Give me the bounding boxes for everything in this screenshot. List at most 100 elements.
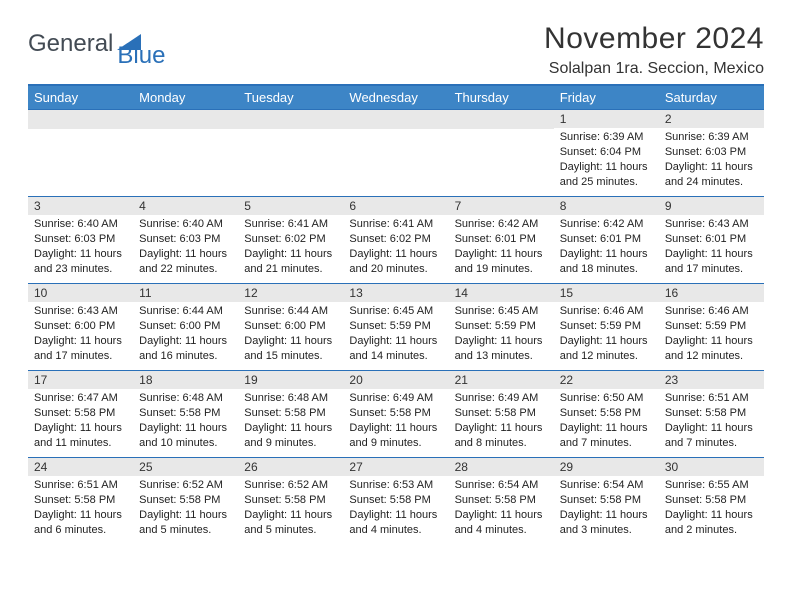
- weekday-cell: Wednesday: [343, 86, 448, 109]
- day-cell: [133, 110, 238, 196]
- sunset-line: Sunset: 5:58 PM: [665, 493, 758, 508]
- day-details: Sunrise: 6:54 AMSunset: 5:58 PMDaylight:…: [449, 476, 554, 541]
- daylight-line: Daylight: 11 hours and 12 minutes.: [665, 334, 758, 364]
- day-details: Sunrise: 6:44 AMSunset: 6:00 PMDaylight:…: [133, 302, 238, 367]
- day-cell: 19Sunrise: 6:48 AMSunset: 5:58 PMDayligh…: [238, 371, 343, 457]
- day-number: 1: [554, 110, 659, 128]
- daylight-line: Daylight: 11 hours and 11 minutes.: [34, 421, 127, 451]
- day-details: Sunrise: 6:41 AMSunset: 6:02 PMDaylight:…: [238, 215, 343, 280]
- sunset-line: Sunset: 5:58 PM: [560, 493, 653, 508]
- sunset-line: Sunset: 5:58 PM: [455, 493, 548, 508]
- daylight-line: Daylight: 11 hours and 3 minutes.: [560, 508, 653, 538]
- daylight-line: Daylight: 11 hours and 6 minutes.: [34, 508, 127, 538]
- day-number: 21: [449, 371, 554, 389]
- sunrise-line: Sunrise: 6:43 AM: [665, 217, 758, 232]
- day-number: 22: [554, 371, 659, 389]
- day-details: Sunrise: 6:39 AMSunset: 6:03 PMDaylight:…: [659, 128, 764, 193]
- sunset-line: Sunset: 5:58 PM: [139, 406, 232, 421]
- sunrise-line: Sunrise: 6:45 AM: [349, 304, 442, 319]
- day-details: Sunrise: 6:47 AMSunset: 5:58 PMDaylight:…: [28, 389, 133, 454]
- sunrise-line: Sunrise: 6:40 AM: [34, 217, 127, 232]
- day-details: Sunrise: 6:39 AMSunset: 6:04 PMDaylight:…: [554, 128, 659, 193]
- daylight-line: Daylight: 11 hours and 4 minutes.: [349, 508, 442, 538]
- sunset-line: Sunset: 5:58 PM: [244, 493, 337, 508]
- sunset-line: Sunset: 6:02 PM: [244, 232, 337, 247]
- week-row: 10Sunrise: 6:43 AMSunset: 6:00 PMDayligh…: [28, 283, 764, 370]
- sunset-line: Sunset: 6:02 PM: [349, 232, 442, 247]
- sunset-line: Sunset: 6:03 PM: [139, 232, 232, 247]
- day-cell: 25Sunrise: 6:52 AMSunset: 5:58 PMDayligh…: [133, 458, 238, 544]
- daylight-line: Daylight: 11 hours and 23 minutes.: [34, 247, 127, 277]
- day-details: Sunrise: 6:41 AMSunset: 6:02 PMDaylight:…: [343, 215, 448, 280]
- sunset-line: Sunset: 6:01 PM: [455, 232, 548, 247]
- day-cell: 27Sunrise: 6:53 AMSunset: 5:58 PMDayligh…: [343, 458, 448, 544]
- sunset-line: Sunset: 6:04 PM: [560, 145, 653, 160]
- sunrise-line: Sunrise: 6:51 AM: [34, 478, 127, 493]
- day-details: Sunrise: 6:43 AMSunset: 6:00 PMDaylight:…: [28, 302, 133, 367]
- day-details: Sunrise: 6:46 AMSunset: 5:59 PMDaylight:…: [659, 302, 764, 367]
- day-cell: 30Sunrise: 6:55 AMSunset: 5:58 PMDayligh…: [659, 458, 764, 544]
- day-cell: [449, 110, 554, 196]
- day-cell: 8Sunrise: 6:42 AMSunset: 6:01 PMDaylight…: [554, 197, 659, 283]
- sunset-line: Sunset: 5:58 PM: [560, 406, 653, 421]
- sunrise-line: Sunrise: 6:49 AM: [349, 391, 442, 406]
- day-cell: 11Sunrise: 6:44 AMSunset: 6:00 PMDayligh…: [133, 284, 238, 370]
- day-cell: 21Sunrise: 6:49 AMSunset: 5:58 PMDayligh…: [449, 371, 554, 457]
- day-cell: 29Sunrise: 6:54 AMSunset: 5:58 PMDayligh…: [554, 458, 659, 544]
- day-cell: 28Sunrise: 6:54 AMSunset: 5:58 PMDayligh…: [449, 458, 554, 544]
- day-details: Sunrise: 6:49 AMSunset: 5:58 PMDaylight:…: [343, 389, 448, 454]
- day-cell: 15Sunrise: 6:46 AMSunset: 5:59 PMDayligh…: [554, 284, 659, 370]
- empty-day-bar: [238, 110, 343, 129]
- sunrise-line: Sunrise: 6:50 AM: [560, 391, 653, 406]
- sunset-line: Sunset: 6:03 PM: [665, 145, 758, 160]
- month-title: November 2024: [544, 22, 764, 56]
- week-row: 24Sunrise: 6:51 AMSunset: 5:58 PMDayligh…: [28, 457, 764, 544]
- daylight-line: Daylight: 11 hours and 7 minutes.: [560, 421, 653, 451]
- day-number: 16: [659, 284, 764, 302]
- sunrise-line: Sunrise: 6:42 AM: [560, 217, 653, 232]
- day-details: Sunrise: 6:51 AMSunset: 5:58 PMDaylight:…: [28, 476, 133, 541]
- day-details: Sunrise: 6:55 AMSunset: 5:58 PMDaylight:…: [659, 476, 764, 541]
- day-cell: 24Sunrise: 6:51 AMSunset: 5:58 PMDayligh…: [28, 458, 133, 544]
- sunrise-line: Sunrise: 6:47 AM: [34, 391, 127, 406]
- daylight-line: Daylight: 11 hours and 7 minutes.: [665, 421, 758, 451]
- day-number: 25: [133, 458, 238, 476]
- day-number: 23: [659, 371, 764, 389]
- sunrise-line: Sunrise: 6:45 AM: [455, 304, 548, 319]
- day-details: Sunrise: 6:40 AMSunset: 6:03 PMDaylight:…: [133, 215, 238, 280]
- sunrise-line: Sunrise: 6:52 AM: [244, 478, 337, 493]
- daylight-line: Daylight: 11 hours and 18 minutes.: [560, 247, 653, 277]
- day-details: Sunrise: 6:44 AMSunset: 6:00 PMDaylight:…: [238, 302, 343, 367]
- day-number: 26: [238, 458, 343, 476]
- day-details: Sunrise: 6:50 AMSunset: 5:58 PMDaylight:…: [554, 389, 659, 454]
- daylight-line: Daylight: 11 hours and 12 minutes.: [560, 334, 653, 364]
- day-number: 28: [449, 458, 554, 476]
- day-number: 19: [238, 371, 343, 389]
- day-cell: 2Sunrise: 6:39 AMSunset: 6:03 PMDaylight…: [659, 110, 764, 196]
- sunrise-line: Sunrise: 6:46 AM: [665, 304, 758, 319]
- weekday-cell: Thursday: [449, 86, 554, 109]
- daylight-line: Daylight: 11 hours and 21 minutes.: [244, 247, 337, 277]
- week-row: 1Sunrise: 6:39 AMSunset: 6:04 PMDaylight…: [28, 109, 764, 196]
- sunrise-line: Sunrise: 6:48 AM: [139, 391, 232, 406]
- title-block: November 2024 Solalpan 1ra. Seccion, Mex…: [544, 22, 764, 78]
- day-number: 11: [133, 284, 238, 302]
- empty-day-bar: [28, 110, 133, 129]
- day-details: Sunrise: 6:48 AMSunset: 5:58 PMDaylight:…: [238, 389, 343, 454]
- daylight-line: Daylight: 11 hours and 22 minutes.: [139, 247, 232, 277]
- sunset-line: Sunset: 6:00 PM: [139, 319, 232, 334]
- day-cell: 14Sunrise: 6:45 AMSunset: 5:59 PMDayligh…: [449, 284, 554, 370]
- day-cell: 6Sunrise: 6:41 AMSunset: 6:02 PMDaylight…: [343, 197, 448, 283]
- day-details: Sunrise: 6:51 AMSunset: 5:58 PMDaylight:…: [659, 389, 764, 454]
- day-number: 15: [554, 284, 659, 302]
- location-text: Solalpan 1ra. Seccion, Mexico: [544, 60, 764, 78]
- day-details: Sunrise: 6:42 AMSunset: 6:01 PMDaylight:…: [449, 215, 554, 280]
- day-cell: 17Sunrise: 6:47 AMSunset: 5:58 PMDayligh…: [28, 371, 133, 457]
- day-details: Sunrise: 6:45 AMSunset: 5:59 PMDaylight:…: [449, 302, 554, 367]
- day-cell: 23Sunrise: 6:51 AMSunset: 5:58 PMDayligh…: [659, 371, 764, 457]
- day-number: 12: [238, 284, 343, 302]
- daylight-line: Daylight: 11 hours and 13 minutes.: [455, 334, 548, 364]
- daylight-line: Daylight: 11 hours and 19 minutes.: [455, 247, 548, 277]
- day-cell: [28, 110, 133, 196]
- day-number: 17: [28, 371, 133, 389]
